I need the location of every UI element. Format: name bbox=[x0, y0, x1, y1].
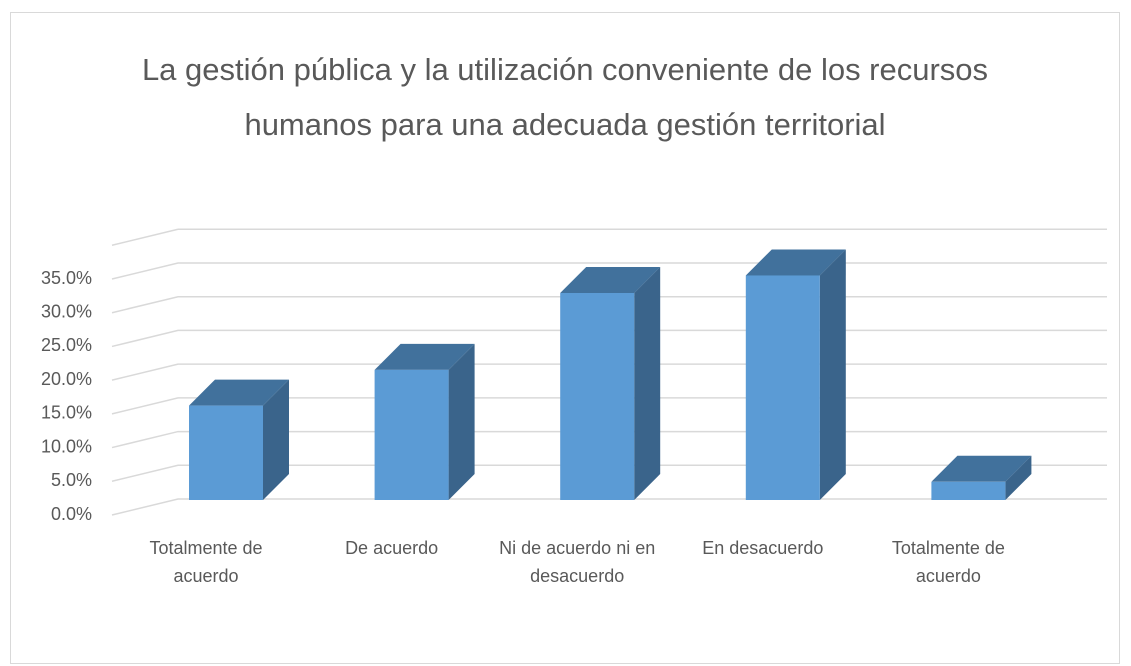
bar bbox=[189, 405, 263, 500]
bar-top bbox=[745, 249, 846, 276]
wall-top bbox=[111, 228, 179, 247]
chart-title: La gestión pública y la utilización conv… bbox=[141, 52, 989, 142]
bar bbox=[931, 481, 1006, 500]
y-tick-label: 0.0% bbox=[51, 504, 92, 524]
y-tick-label: 35.0% bbox=[41, 268, 92, 288]
y-tick-label: 10.0% bbox=[41, 436, 92, 456]
x-tick-label: Totalmente de acuerdo bbox=[149, 538, 263, 586]
bar-top bbox=[189, 379, 289, 406]
bar-side bbox=[263, 379, 289, 500]
bar-top bbox=[560, 266, 661, 293]
chart-border bbox=[10, 12, 1120, 664]
y-tick-label: 20.0% bbox=[41, 369, 92, 389]
y-tick-label: 30.0% bbox=[41, 301, 92, 321]
y-tick-label: 5.0% bbox=[51, 470, 92, 490]
x-tick-label: Ni de acuerdo ni en desacuerdo bbox=[499, 538, 656, 586]
y-tick-label: 25.0% bbox=[41, 335, 92, 355]
x-tick-label: Totalmente de acuerdo bbox=[891, 538, 1005, 586]
bar-side bbox=[819, 249, 846, 500]
bar-side bbox=[634, 266, 661, 500]
grid-line bbox=[111, 498, 1107, 516]
x-tick-label: En desacuerdo bbox=[702, 538, 824, 558]
bar bbox=[745, 275, 820, 500]
y-tick-label: 15.0% bbox=[41, 403, 92, 423]
bar-side bbox=[448, 343, 475, 500]
bar-side bbox=[1005, 455, 1032, 500]
bar bbox=[560, 292, 635, 500]
x-tick-label: De acuerdo bbox=[345, 538, 439, 558]
bar-top bbox=[931, 455, 1032, 482]
bar bbox=[374, 369, 449, 500]
bar-top bbox=[374, 343, 475, 370]
